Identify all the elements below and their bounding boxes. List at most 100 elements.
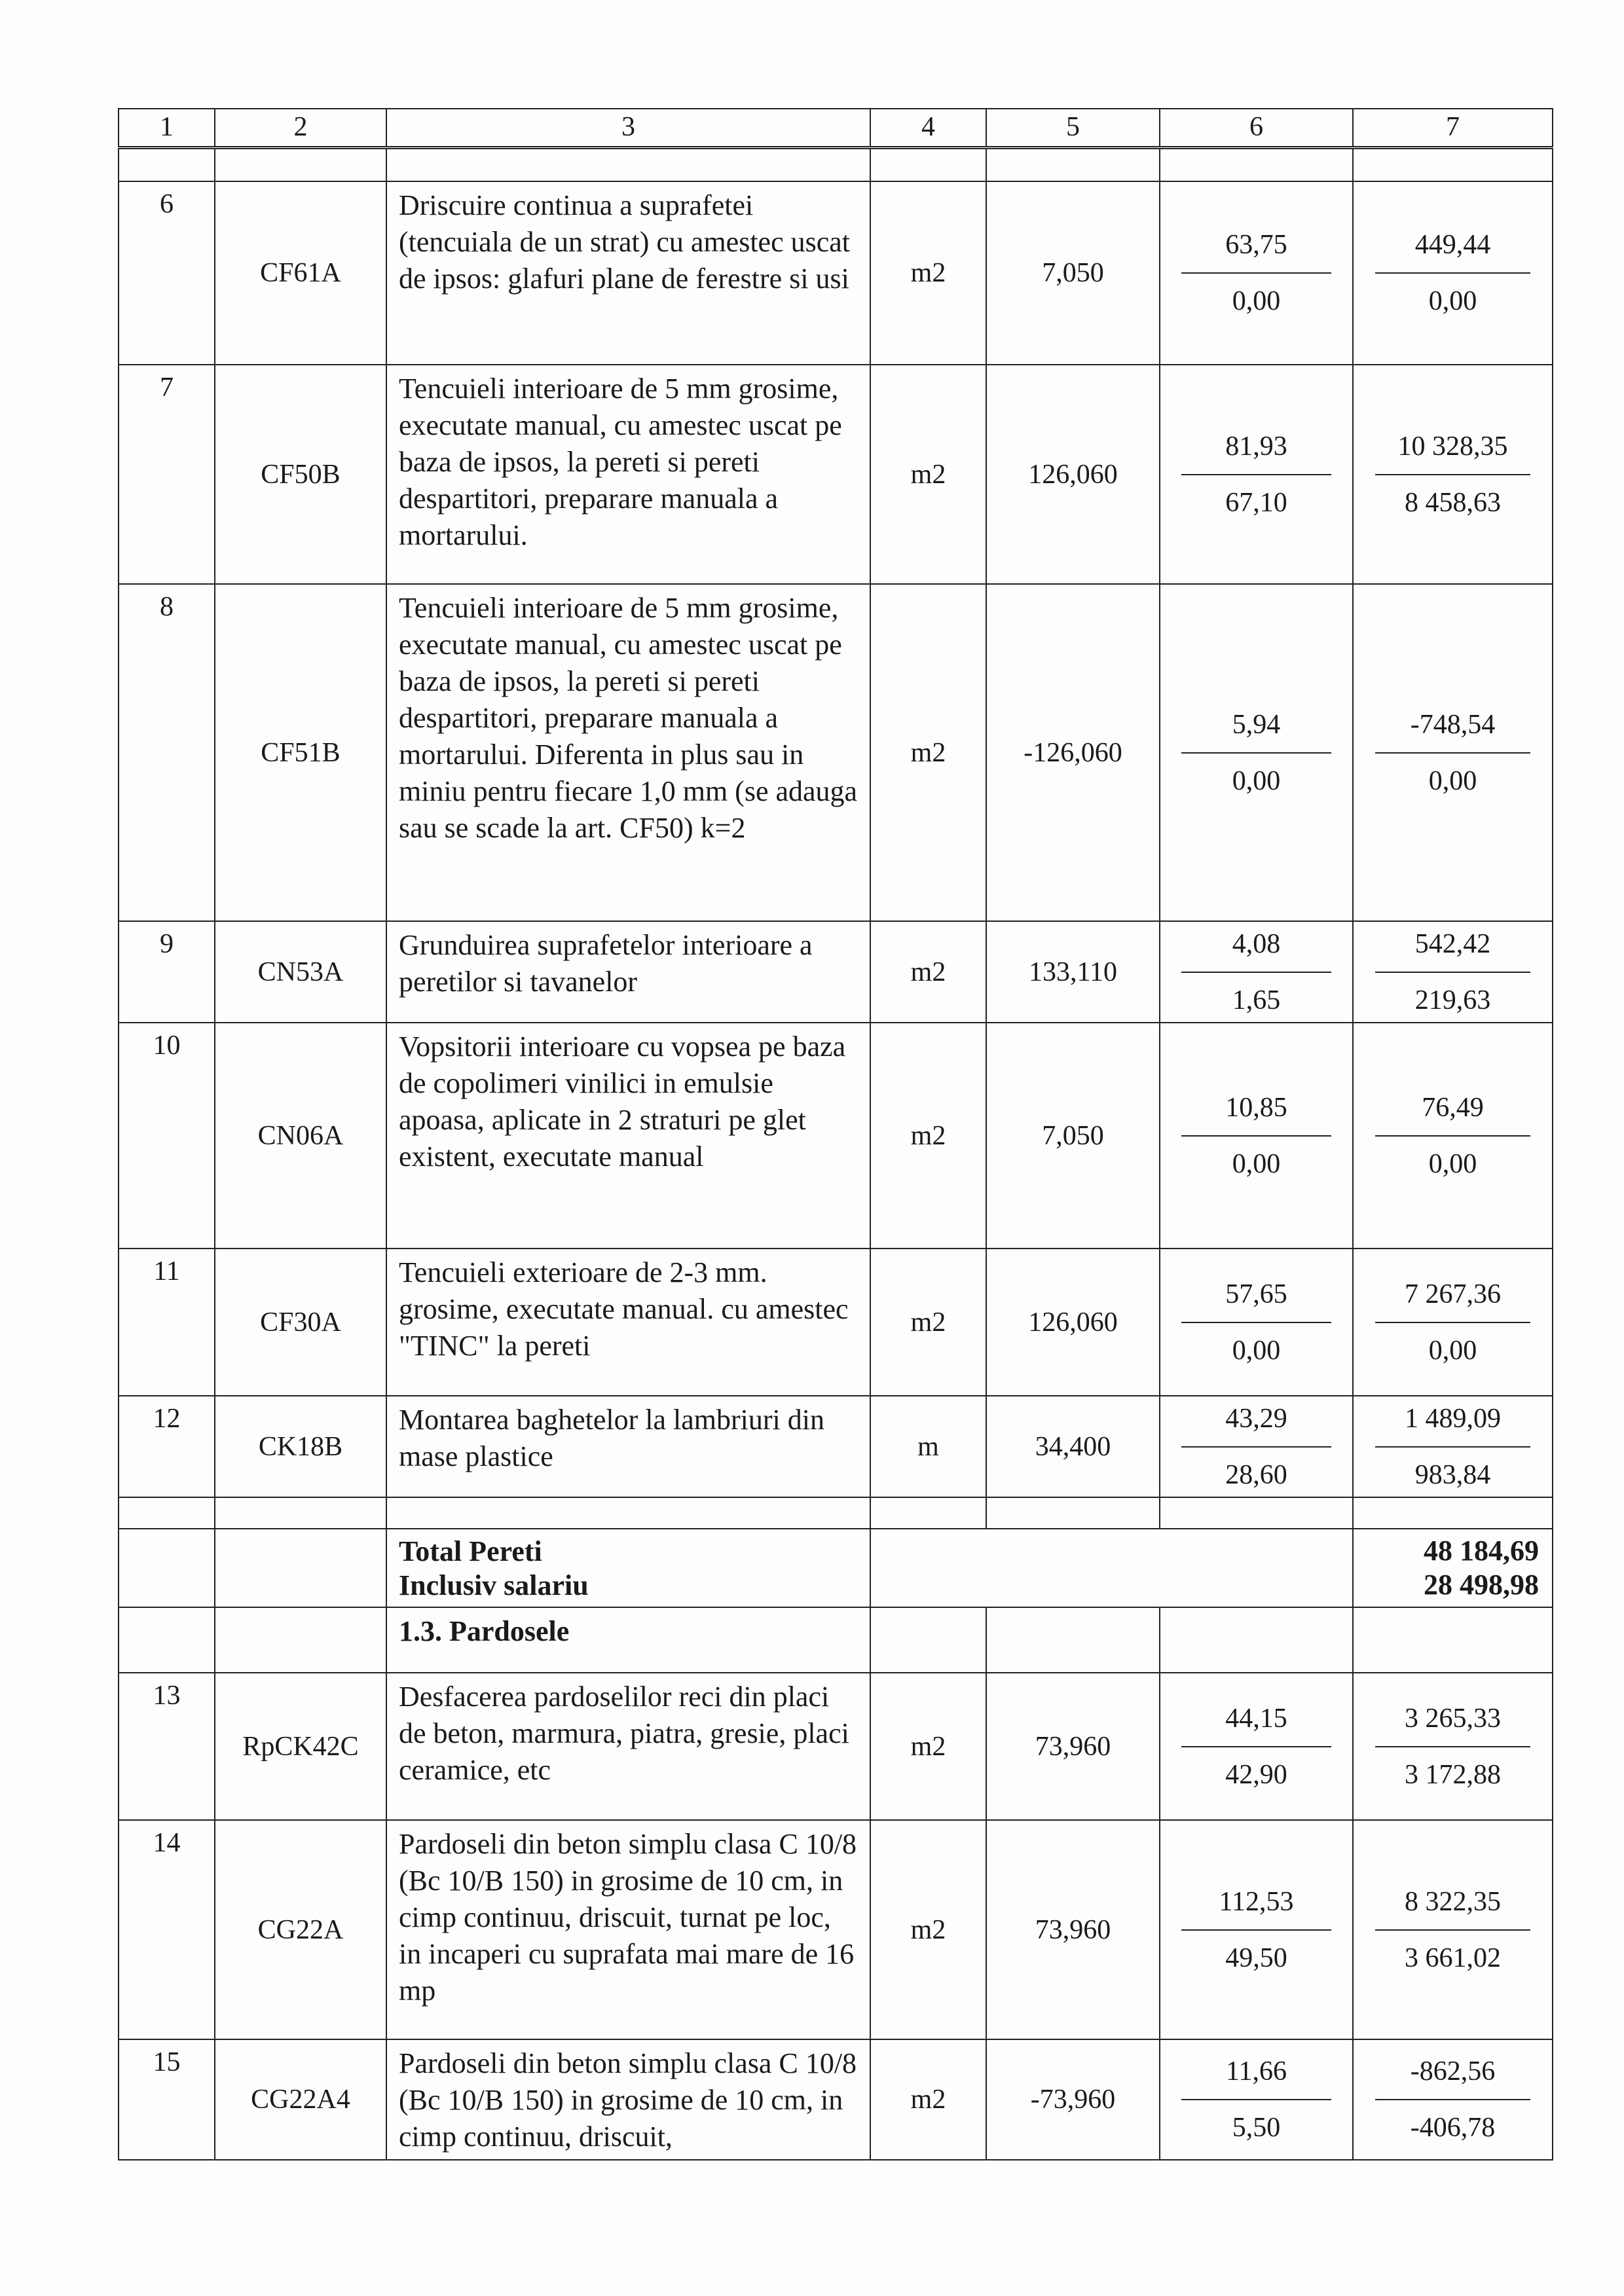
unit-price-total: 4,08 [1232,928,1281,959]
item-description: Driscuire continua a suprafetei (tencuia… [386,181,871,365]
fraction-divider [1181,2099,1331,2100]
table-row: 11 CF30A Tencuieli exterioare de 2-3 mm.… [118,1248,1553,1396]
item-code: CN06A [214,1022,387,1249]
total-value: 8 322,35 [1405,1886,1501,1917]
fraction-divider [1375,1135,1530,1137]
item-code: CG22A4 [214,2039,387,2160]
item-unit: m2 [870,2039,987,2160]
total-value: 7 267,36 [1405,1279,1501,1309]
fraction-divider [1181,272,1331,274]
item-code: CG22A [214,1819,387,2040]
item-quantity: 126,060 [986,364,1160,585]
unit-price-labor: 0,00 [1232,286,1281,316]
spacer-row [118,1497,1553,1529]
unit-price-cell: 81,93 67,10 [1159,364,1354,585]
item-description: Tencuieli interioare de 5 mm grosime, ex… [386,583,871,922]
item-code: CK18B [214,1395,387,1498]
total-labor: -406,78 [1410,2113,1496,2143]
total-value: 10 328,35 [1397,431,1508,462]
item-quantity: 133,110 [986,920,1160,1023]
unit-price-labor: 1,65 [1232,985,1281,1015]
unit-price-cell: 43,29 28,60 [1159,1395,1354,1498]
column-header: 7 [1352,108,1553,149]
item-code: CN53A [214,920,387,1023]
total-price-cell: 76,49 0,00 [1352,1022,1553,1249]
column-header: 6 [1159,108,1354,149]
item-code: CF51B [214,583,387,922]
unit-price-total: 10,85 [1225,1092,1287,1123]
unit-price-cell: 63,75 0,00 [1159,181,1354,365]
total-labor: 0,00 [1428,286,1477,316]
unit-price-labor: 0,00 [1232,1335,1281,1366]
spacer-row [118,147,1553,182]
item-unit: m2 [870,583,987,922]
total-row: Total Pereti Inclusiv salariu 48 184,69 28… [118,1528,1553,1608]
item-description: Tencuieli exterioare de 2-3 mm. grosime,… [386,1248,871,1396]
unit-price-total: 112,53 [1219,1886,1294,1917]
item-description: Montarea baghetelor la lambriuri din mas… [386,1395,871,1498]
unit-price-labor: 0,00 [1232,1148,1281,1179]
unit-price-total: 43,29 [1225,1403,1287,1434]
total-label-cell: Total Pereti Inclusiv salariu [386,1528,871,1608]
item-number: 13 [118,1672,215,1821]
unit-price-labor: 0,00 [1232,765,1281,796]
item-quantity: 7,050 [986,181,1160,365]
unit-price-cell: 10,85 0,00 [1159,1022,1354,1249]
total-price-cell: 1 489,09 983,84 [1352,1395,1553,1498]
total-labor: 3 661,02 [1405,1942,1501,1973]
total-labor: 3 172,88 [1405,1759,1501,1790]
item-unit: m2 [870,364,987,585]
item-quantity: 7,050 [986,1022,1160,1249]
item-quantity: 73,960 [986,1672,1160,1821]
item-number: 11 [118,1248,215,1396]
total-value: -748,54 [1410,709,1496,740]
fraction-divider [1375,752,1530,754]
item-unit: m2 [870,1819,987,2040]
total-price-cell: 3 265,33 3 172,88 [1352,1672,1553,1821]
unit-price-labor: 42,90 [1225,1759,1287,1790]
unit-price-cell: 5,94 0,00 [1159,583,1354,922]
total-value: 48 184,69 [1424,1535,1539,1567]
fraction-divider [1375,971,1530,973]
item-description: Pardoseli din beton simplu clasa C 10/8 … [386,2039,871,2160]
fraction-divider [1181,1135,1331,1137]
fraction-divider [1181,1321,1331,1323]
item-description: Desfacerea pardoselilor reci din placi d… [386,1672,871,1821]
fraction-divider [1375,1745,1530,1747]
item-unit: m2 [870,1248,987,1396]
fraction-divider [1375,473,1530,475]
fraction-divider [1375,1446,1530,1448]
unit-price-labor: 5,50 [1232,2113,1281,2143]
item-quantity: 34,400 [986,1395,1160,1498]
column-header: 5 [986,108,1160,149]
item-number: 8 [118,583,215,922]
total-label: Total Pereti [399,1535,542,1567]
fraction-divider [1375,1929,1530,1931]
item-number: 9 [118,920,215,1023]
unit-price-cell: 57,65 0,00 [1159,1248,1354,1396]
item-unit: m [870,1395,987,1498]
fraction-divider [1375,1321,1530,1323]
fraction-divider [1181,971,1331,973]
item-code: CF61A [214,181,387,365]
item-unit: m2 [870,1672,987,1821]
total-price-cell: 7 267,36 0,00 [1352,1248,1553,1396]
total-value: 449,44 [1414,230,1491,260]
total-labor: 219,63 [1414,985,1491,1015]
unit-price-cell: 11,66 5,50 [1159,2039,1354,2160]
table-row: 6 CF61A Driscuire continua a suprafetei … [118,181,1553,365]
column-header: 1 [118,108,215,149]
item-unit: m2 [870,181,987,365]
unit-price-cell: 4,08 1,65 [1159,920,1354,1023]
column-header: 2 [214,108,387,149]
unit-price-total: 11,66 [1226,2056,1287,2086]
total-value: 1 489,09 [1405,1403,1501,1434]
fraction-divider [1375,272,1530,274]
item-quantity: 126,060 [986,1248,1160,1396]
table-row: 10 CN06A Vopsitorii interioare cu vopsea… [118,1022,1553,1249]
total-labor: 0,00 [1428,765,1477,796]
item-unit: m2 [870,920,987,1023]
item-number: 10 [118,1022,215,1249]
total-value: 542,42 [1414,928,1491,959]
